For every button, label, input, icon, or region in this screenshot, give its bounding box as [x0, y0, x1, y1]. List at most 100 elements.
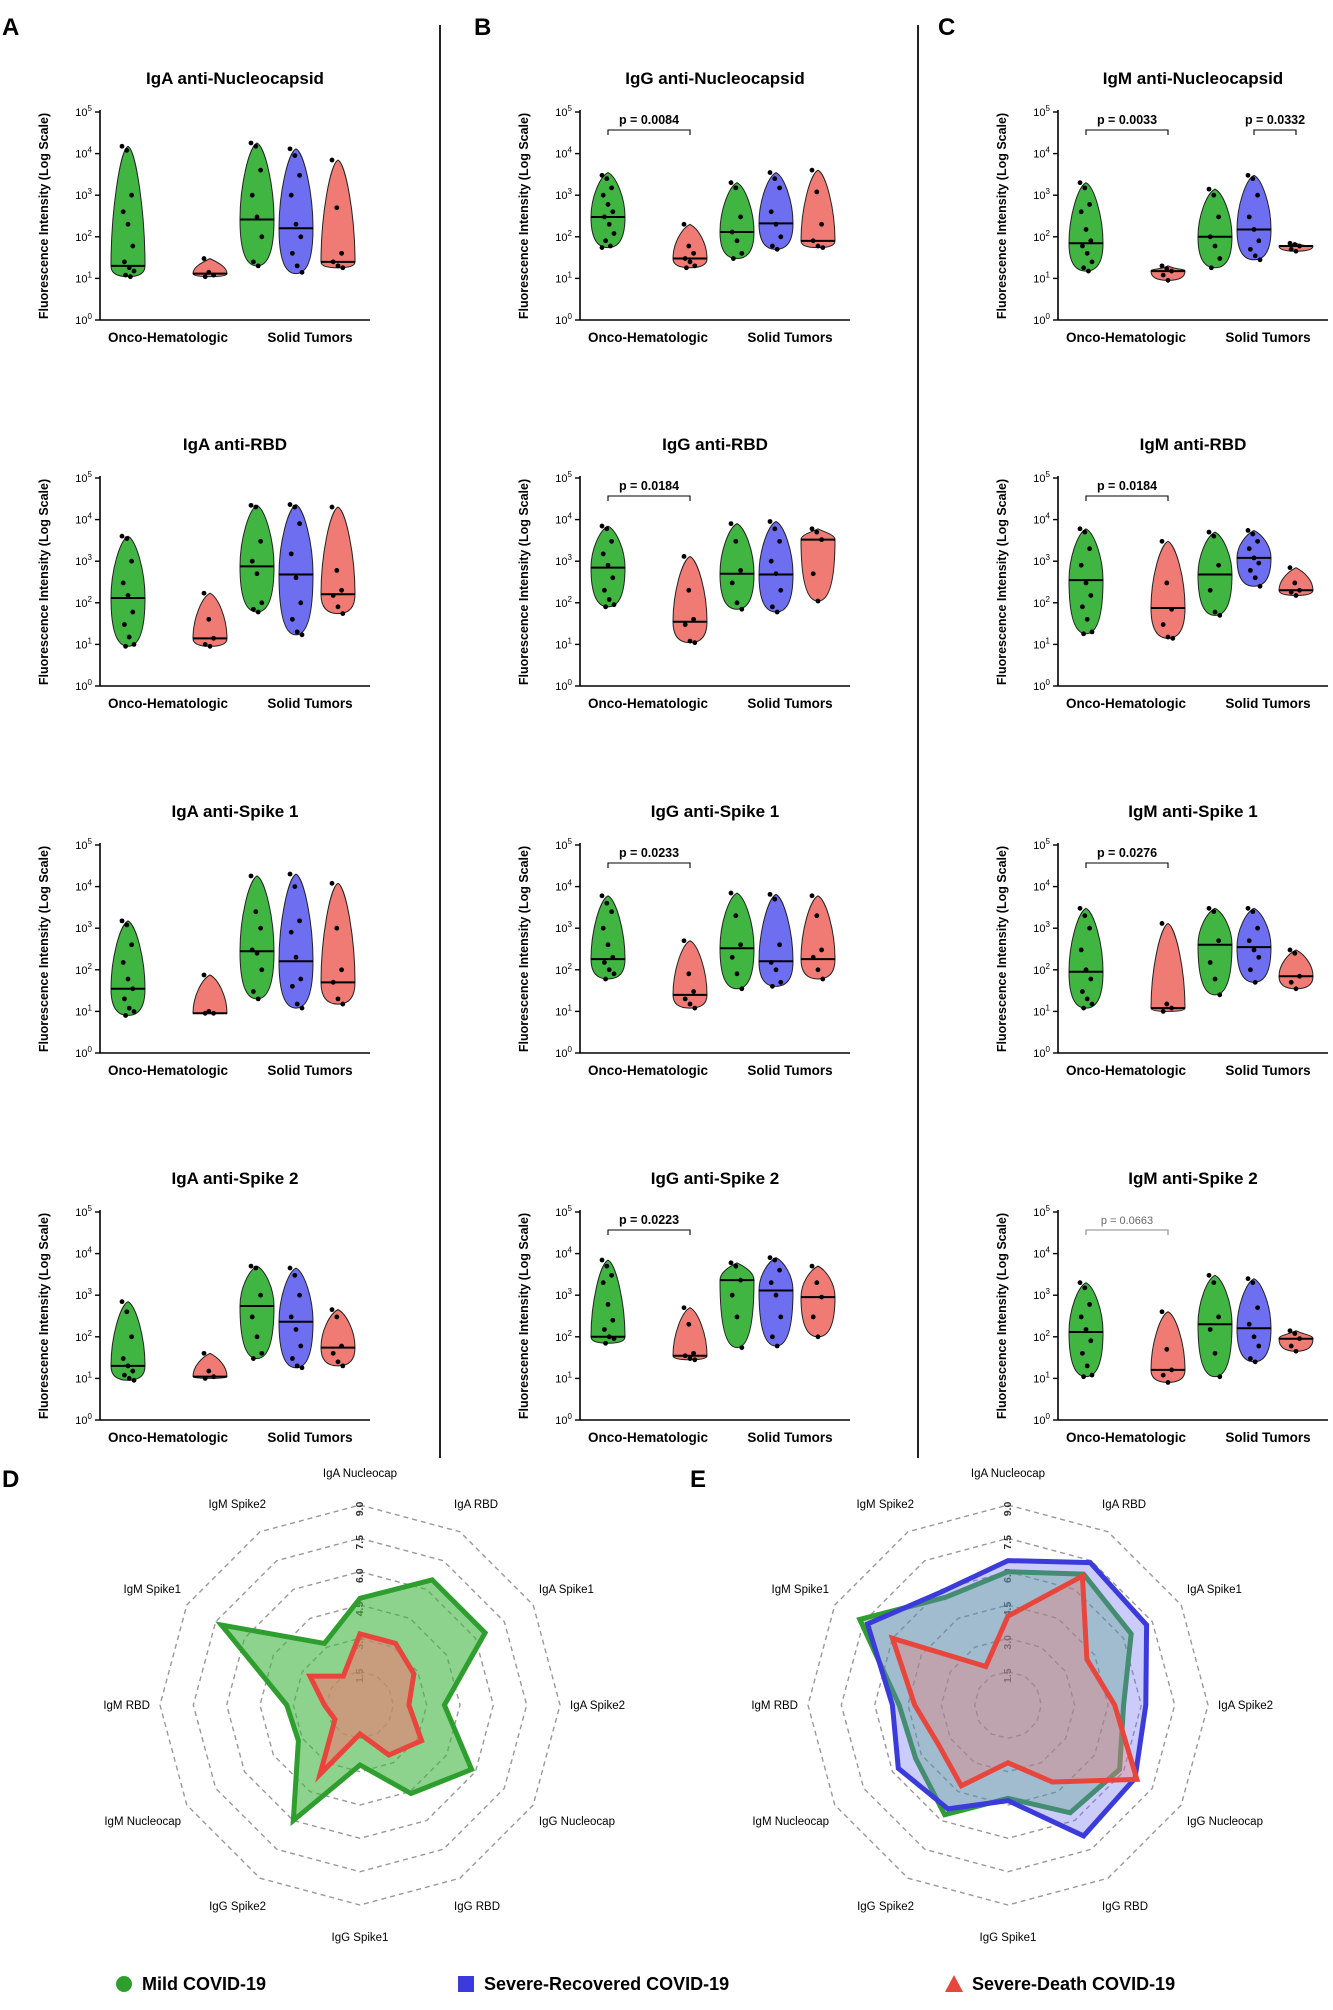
data-point: [729, 1292, 735, 1298]
violin-chart-2: IgM anti-Nucleocapsid Fluorescence Intens…: [995, 69, 1328, 345]
data-point: [119, 1299, 125, 1305]
y-tick-label: 101: [1033, 1003, 1050, 1018]
violin-chart-0: IgA anti-Nucleocapsid Fluorescence Intens…: [37, 69, 370, 345]
data-point: [815, 967, 821, 973]
radar-axis-label: IgM Spike1: [124, 1584, 182, 1596]
radar-axis-label: IgA Spike2: [570, 1700, 625, 1712]
data-point: [290, 616, 295, 622]
data-point: [772, 176, 778, 182]
data-point: [1082, 913, 1088, 919]
panel-letter-b: B: [474, 14, 491, 41]
data-point: [1217, 992, 1223, 998]
data-point: [1216, 562, 1221, 568]
data-point: [610, 1317, 616, 1323]
data-point: [329, 504, 335, 510]
data-point: [299, 1365, 305, 1371]
radar-axis-label: IgG Spike2: [857, 1901, 914, 1913]
x-group-label: Solid Tumors: [267, 330, 352, 345]
y-tick-exponent: 0: [88, 678, 93, 687]
y-axis-label: Fluorescence Intensity (Log Scale): [37, 479, 51, 685]
data-point: [335, 996, 341, 1002]
radar-axis-label: IgA Nucleocap: [971, 1468, 1045, 1480]
y-tick-base: 10: [555, 598, 567, 610]
data-point: [684, 265, 689, 271]
data-point: [610, 575, 616, 581]
data-point: [254, 950, 260, 956]
y-tick-exponent: 5: [88, 1204, 93, 1213]
data-point: [814, 1280, 820, 1286]
data-point: [819, 537, 824, 543]
data-point: [768, 1280, 774, 1286]
data-point: [611, 1336, 617, 1342]
y-tick-base: 10: [75, 598, 87, 610]
chart-title: IgG anti-Nucleocapsid: [625, 69, 804, 88]
y-axis-label: Fluorescence Intensity (Log Scale): [995, 846, 1009, 1052]
violin-shape: [278, 503, 314, 636]
data-point: [1169, 268, 1174, 274]
data-point: [682, 996, 688, 1002]
y-tick-base: 10: [75, 1048, 87, 1060]
p-value-label: p = 0.0663: [1101, 1215, 1153, 1227]
violin-shape: [1068, 182, 1104, 272]
data-point: [1083, 580, 1089, 586]
data-point: [1255, 925, 1260, 931]
data-point: [299, 1005, 305, 1011]
data-point: [809, 167, 815, 173]
data-point: [608, 243, 613, 249]
data-point: [734, 238, 740, 244]
data-point: [1159, 921, 1165, 926]
data-point: [611, 231, 617, 236]
data-point: [334, 1314, 340, 1320]
y-tick-exponent: 2: [1046, 962, 1051, 971]
data-point: [1164, 1346, 1170, 1352]
data-point: [211, 272, 217, 278]
data-point: [1088, 593, 1094, 598]
data-point: [1256, 560, 1262, 566]
data-point: [253, 1265, 259, 1271]
violin-shape: [1197, 907, 1233, 996]
data-point: [682, 1353, 688, 1359]
y-tick-base: 10: [555, 1373, 567, 1385]
data-point: [251, 1356, 256, 1361]
y-tick-label: 101: [555, 636, 572, 651]
data-point: [773, 1292, 779, 1298]
data-point: [1165, 277, 1171, 283]
y-tick-exponent: 4: [88, 1246, 93, 1255]
data-point: [339, 587, 344, 593]
data-point: [1250, 531, 1256, 537]
y-tick-base: 10: [555, 107, 567, 119]
data-point: [124, 536, 130, 541]
data-point: [603, 238, 608, 244]
data-point: [259, 600, 265, 606]
data-point: [1170, 635, 1176, 641]
data-point: [248, 1263, 254, 1269]
y-tick-exponent: 3: [88, 1287, 93, 1296]
y-axis-label: Fluorescence Intensity (Log Scale): [517, 1213, 531, 1419]
y-tick-exponent: 2: [1046, 1329, 1051, 1338]
violin-shape: [1197, 1274, 1233, 1378]
y-axis-label: Fluorescence Intensity (Log Scale): [517, 846, 531, 1052]
y-tick-exponent: 1: [88, 1370, 93, 1379]
y-tick-base: 10: [75, 190, 87, 202]
data-point: [1089, 1001, 1095, 1007]
data-point: [734, 600, 740, 606]
data-point: [599, 523, 605, 529]
data-point: [1255, 1305, 1260, 1311]
data-point: [1245, 528, 1251, 533]
violin-chart-5: IgM anti-RBD Fluorescence Intensity (Log …: [995, 435, 1328, 711]
y-tick-label: 102: [75, 962, 92, 977]
data-point: [1159, 538, 1165, 544]
data-point: [778, 1314, 784, 1320]
y-tick-base: 10: [1033, 315, 1045, 327]
data-point: [1087, 546, 1092, 552]
data-point: [249, 947, 255, 953]
y-tick-exponent: 4: [1046, 1246, 1051, 1255]
data-point: [773, 571, 779, 577]
legend-label: Severe-Death COVID-19: [972, 1974, 1175, 1994]
data-point: [1207, 960, 1213, 965]
data-point: [691, 616, 696, 622]
data-point: [126, 265, 132, 271]
data-point: [248, 873, 254, 879]
y-tick-base: 10: [1033, 1006, 1045, 1018]
data-point: [814, 529, 820, 535]
